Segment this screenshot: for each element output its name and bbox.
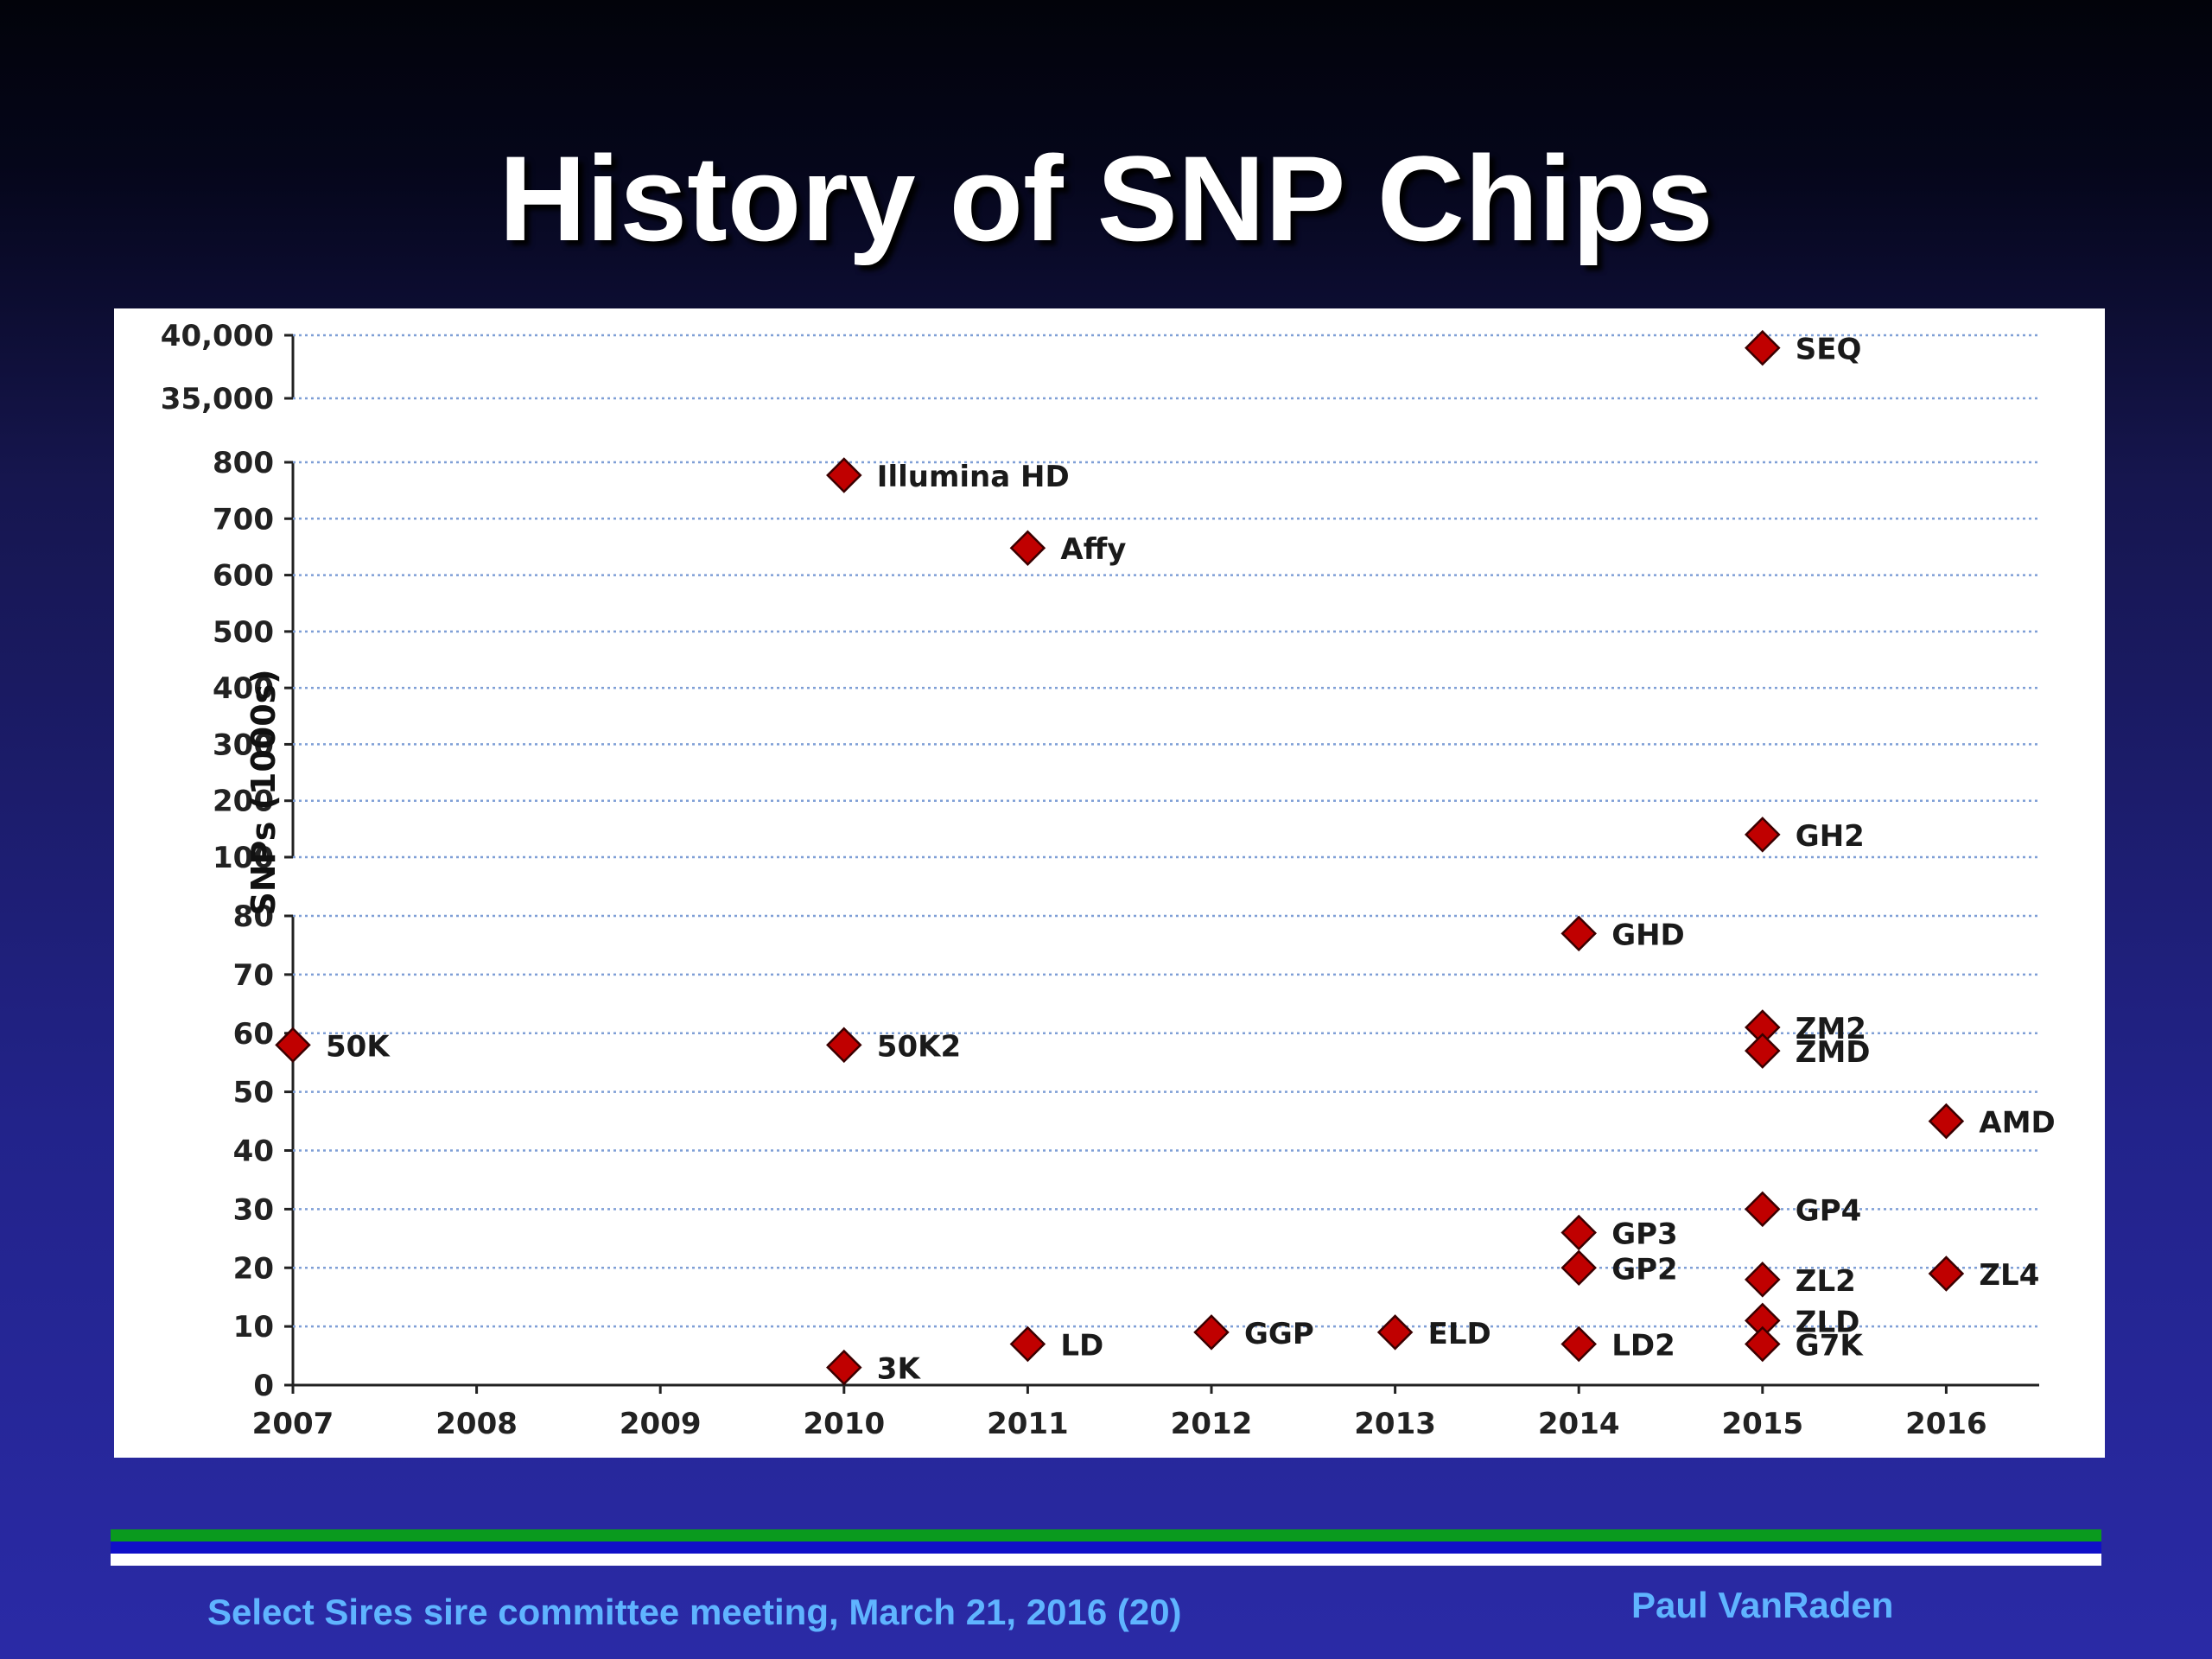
data-point (1560, 915, 1597, 952)
data-label: ELD (1428, 1317, 1491, 1351)
y-tick-label: 50 (233, 1076, 274, 1110)
data-point (1745, 817, 1781, 853)
y-tick-label: 35,000 (161, 382, 274, 416)
y-tick-label: 700 (213, 502, 274, 537)
x-tick-label: 2007 (252, 1407, 334, 1441)
data-label: ZL4 (1979, 1258, 2039, 1293)
data-label: 3K (877, 1352, 922, 1387)
data-point (1560, 1214, 1597, 1251)
data-label: GP2 (1611, 1252, 1677, 1287)
y-tick-label: 400 (213, 671, 274, 706)
data-label: LD2 (1611, 1328, 1675, 1363)
y-tick-label: 30 (233, 1192, 274, 1227)
y-tick-label: 500 (213, 615, 274, 650)
data-label: GGP (1244, 1317, 1314, 1351)
data-label: ZMD (1796, 1035, 1871, 1070)
data-label: Affy (1060, 532, 1126, 567)
chart-panel: 0 10 20 30 40 50 60 70 80 100 200 300 400 500 600 700 80… (114, 308, 2105, 1458)
data-label: SEQ (1796, 333, 1862, 367)
x-tick-label: 2014 (1538, 1407, 1620, 1441)
data-label: ZM2 (1796, 1012, 1866, 1046)
data-point (1745, 1191, 1781, 1228)
x-tick-label: 2012 (1171, 1407, 1253, 1441)
y-tick-label: 800 (213, 446, 274, 480)
x-tick-label: 2009 (620, 1407, 702, 1441)
data-point (1009, 1325, 1046, 1363)
y-tick-label: 40 (233, 1135, 274, 1169)
y-tick-label: 20 (233, 1251, 274, 1286)
footer-meeting-caption: Select Sires sire committee meeting, Mar… (207, 1592, 1182, 1632)
x-tick-label: 2015 (1721, 1407, 1803, 1441)
y-tick-label: 40,000 (161, 319, 274, 353)
x-tick-label: 2016 (1905, 1407, 1987, 1441)
data-point (1745, 1325, 1781, 1363)
data-point (1009, 530, 1046, 567)
footer-rule-blue (111, 1541, 2101, 1554)
data-label: GH2 (1796, 819, 1865, 854)
y-axis-title: SNPs (1000s) (245, 669, 283, 915)
data-point (1560, 1325, 1597, 1363)
data-label: GP3 (1611, 1217, 1677, 1252)
data-label: AMD (1979, 1106, 2055, 1141)
y-tick-label: 100 (213, 841, 274, 875)
data-label: Illumina HD (877, 460, 1070, 494)
data-label: G7K (1796, 1328, 1865, 1363)
y-tick-label: 200 (213, 785, 274, 819)
data-point (1560, 1249, 1597, 1287)
y-tick-label: 300 (213, 728, 274, 762)
slide-title: History of SNP Chips (499, 130, 1713, 266)
x-tick-label: 2013 (1354, 1407, 1436, 1441)
data-point (275, 1027, 311, 1064)
data-point (1928, 1103, 1965, 1140)
data-label: 50K2 (877, 1029, 961, 1064)
footer-rule-green (111, 1529, 2101, 1541)
x-tick-label: 2008 (435, 1407, 518, 1441)
scatter-chart: 0 10 20 30 40 50 60 70 80 100 200 300 400 500 600 700 80… (161, 319, 2056, 1441)
data-label: GP4 (1796, 1193, 1861, 1228)
y-tick-label: 80 (233, 899, 274, 934)
x-tick-label: 2010 (803, 1407, 885, 1441)
data-label: 50K (326, 1029, 391, 1064)
data-label: GHD (1611, 918, 1685, 952)
data-label: LD (1060, 1328, 1103, 1363)
x-tick-label: 2011 (987, 1407, 1069, 1441)
data-point (826, 1027, 862, 1064)
y-tick-label: 0 (253, 1369, 274, 1403)
data-point (1745, 1262, 1781, 1298)
data-label: ZLD (1796, 1305, 1860, 1339)
footer-author: Paul VanRaden (1631, 1585, 1894, 1625)
data-point (1193, 1314, 1230, 1351)
y-tick-label: 600 (213, 559, 274, 594)
footer-rule-white (111, 1554, 2101, 1566)
y-tick-label: 10 (233, 1310, 274, 1344)
data-point (1928, 1255, 1965, 1292)
data-point (1745, 329, 1781, 366)
data-label: ZL2 (1796, 1264, 1856, 1299)
data-point (826, 1349, 862, 1386)
data-point (1745, 1033, 1781, 1069)
data-point (1376, 1314, 1414, 1351)
data-point (826, 457, 862, 493)
y-tick-label: 70 (233, 958, 274, 993)
y-tick-label: 60 (233, 1017, 274, 1052)
